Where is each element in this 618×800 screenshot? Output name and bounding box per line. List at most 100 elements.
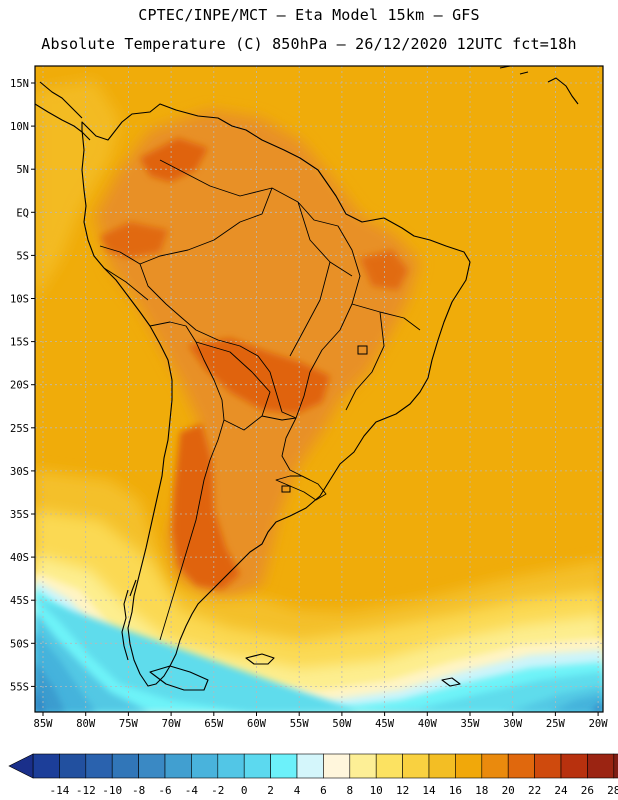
colorbar-box <box>323 753 351 779</box>
colorbar-label: -6 <box>158 784 171 797</box>
south-america-coast <box>81 103 471 687</box>
lake-square-1 <box>357 345 368 355</box>
colorbar-boxes <box>8 753 618 779</box>
colorbar-box <box>138 753 166 779</box>
colorbar-label: -12 <box>76 784 96 797</box>
colorbar-box <box>243 753 271 779</box>
lat-label: 30S <box>10 466 29 478</box>
colorbar-box <box>534 753 562 779</box>
colorbar-label: 0 <box>241 784 248 797</box>
lat-label: 10S <box>10 294 29 306</box>
coastlines <box>35 66 579 691</box>
field-core-20-amazon <box>100 222 168 258</box>
falkland-islands <box>245 653 461 687</box>
map-frame <box>34 65 604 713</box>
colorbar-label: 28 <box>607 784 618 797</box>
lat-label: 5S <box>16 250 29 262</box>
field-core-20-argentina <box>172 424 240 590</box>
lon-label: 65W <box>204 718 224 730</box>
colorbar-label: 20 <box>502 784 515 797</box>
lat-label: 20S <box>10 380 29 392</box>
colorbar-label: 16 <box>449 784 462 797</box>
lat-label: 5N <box>16 164 29 176</box>
colorbar-label: -4 <box>185 784 199 797</box>
colorbar-box <box>455 753 483 779</box>
field-core-20-central <box>188 338 330 414</box>
lon-label: 25W <box>546 718 566 730</box>
lon-label: 50W <box>332 718 352 730</box>
lat-label: 35S <box>10 509 29 521</box>
colorbar-label: -10 <box>102 784 122 797</box>
lon-label: 55W <box>290 718 310 730</box>
border-northeast-states <box>289 201 421 411</box>
colorbar-label: 8 <box>346 784 353 797</box>
lon-label: 85W <box>34 718 54 730</box>
field-band-2 <box>35 598 603 712</box>
lon-label: 40W <box>418 718 438 730</box>
colorbar-box <box>375 753 403 779</box>
chart-title: CPTEC/INPE/MCT – Eta Model 15km – GFS <box>138 6 480 24</box>
lon-label: 20W <box>589 718 609 730</box>
colorbar-label: -14 <box>49 784 69 797</box>
lat-label: EQ <box>16 207 29 219</box>
tierra-del-fuego <box>149 665 209 691</box>
colorbar-label: 10 <box>370 784 383 797</box>
colorbar-box <box>85 753 113 779</box>
colorbar-label: 18 <box>475 784 488 797</box>
latitude-labels: 15N 10N 5N EQ 5S 10S 15S 20S 25S 30S 35S 40S 45S 50S 5… <box>10 78 35 693</box>
lat-label: 15S <box>10 337 29 349</box>
colorbar-box <box>270 753 298 779</box>
lat-label: 15N <box>10 78 29 90</box>
colorbar-box <box>164 753 192 779</box>
field-core-20-ne <box>360 250 408 290</box>
colorbar-box <box>402 753 430 779</box>
lon-label: 60W <box>247 718 267 730</box>
colorbar-label: 26 <box>581 784 594 797</box>
colorbar-box <box>32 753 60 779</box>
colorbar-label: 12 <box>396 784 409 797</box>
country-borders <box>99 159 421 641</box>
colorbar-label: 14 <box>422 784 436 797</box>
lat-label: 55S <box>10 681 29 693</box>
colorbar-box <box>560 753 588 779</box>
field-band-6 <box>35 580 603 712</box>
lon-label: 35W <box>461 718 481 730</box>
colorbar-label: 6 <box>320 784 327 797</box>
border-bolivia-paraguay <box>195 341 297 431</box>
colorbar-box <box>428 753 456 779</box>
colorbar-box <box>296 753 324 779</box>
lat-label: 45S <box>10 595 29 607</box>
lon-label: 80W <box>76 718 96 730</box>
colorbar-box <box>111 753 139 779</box>
colorbar-label: 22 <box>528 784 541 797</box>
colorbar-label: 2 <box>267 784 274 797</box>
colorbar-labels: -14 -12 -10 -8 -6 -4 -2 0 2 4 6 8 10 12 14 16 18 20 22 24 26… <box>49 784 618 797</box>
colorbar-box <box>587 753 615 779</box>
lake-square-2 <box>281 485 291 493</box>
lat-label: 50S <box>10 638 29 650</box>
lat-label: 10N <box>10 121 29 133</box>
colorbar-label: 24 <box>554 784 568 797</box>
colorbar-box <box>481 753 509 779</box>
lat-label: 40S <box>10 552 29 564</box>
colorbar-box <box>613 753 618 779</box>
lon-label: 75W <box>119 718 139 730</box>
colorbar-box <box>217 753 245 779</box>
colorbar-label: 4 <box>294 784 301 797</box>
colorbar-box <box>349 753 377 779</box>
lon-label: 70W <box>162 718 182 730</box>
field-core-20-north <box>140 138 208 182</box>
colorbar-box <box>191 753 219 779</box>
colorbar-box <box>59 753 87 779</box>
field-band-0 <box>35 612 603 712</box>
border-rio-plata <box>275 475 327 501</box>
lat-label: 25S <box>10 423 29 435</box>
lon-label: 45W <box>375 718 395 730</box>
longitude-labels: 85W 80W 75W 70W 65W 60W 55W 50W 45W 40W 35W 30W 25W 2… <box>34 712 609 730</box>
colorbar-min-arrow <box>8 753 34 779</box>
chart-subtitle: Absolute Temperature (C) 850hPa – 26/12/… <box>41 35 577 53</box>
colorbar-box <box>507 753 535 779</box>
field-pacific-north <box>35 80 120 300</box>
